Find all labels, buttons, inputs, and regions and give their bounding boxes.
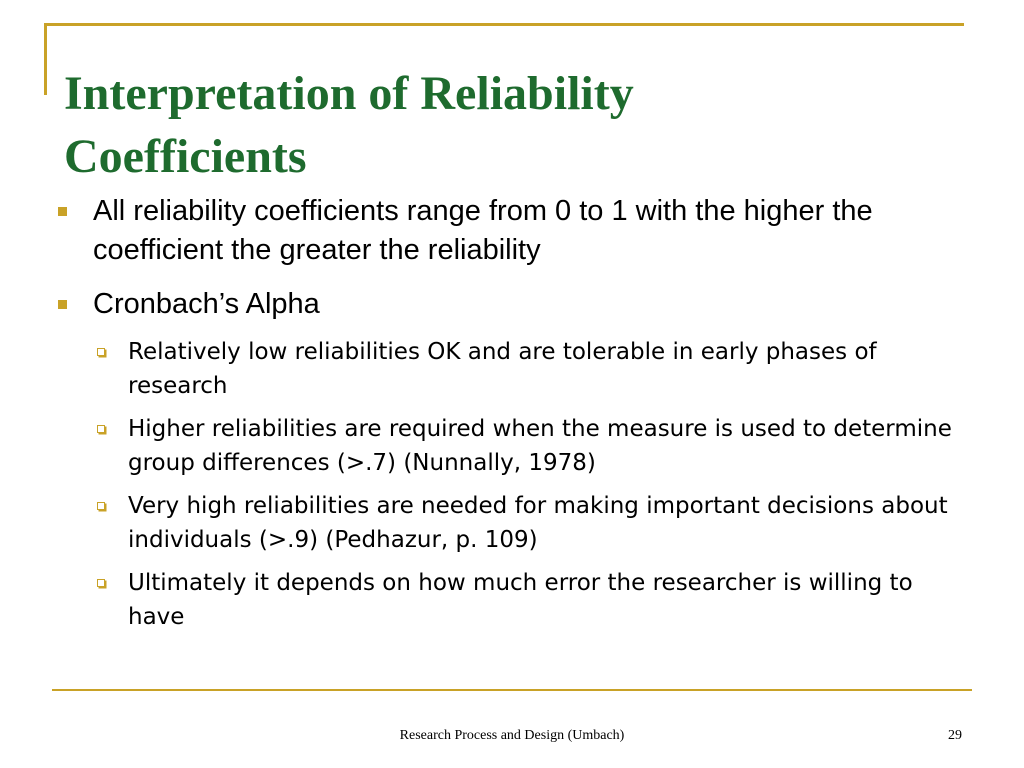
page-number: 29: [948, 728, 962, 743]
hollow-square-bullet-icon: [97, 579, 105, 587]
sub-bullet-text: Ultimately it depends on how much error …: [128, 570, 913, 630]
hollow-square-bullet-icon: [97, 502, 105, 510]
sub-bullet-text: Very high reliabilities are needed for m…: [128, 493, 948, 553]
sub-bullet-text: Higher reliabilities are required when t…: [128, 416, 952, 476]
sub-bullet-item: Higher reliabilities are required when t…: [52, 412, 972, 480]
footer-divider: [52, 689, 972, 691]
bullet-item: All reliability coefficients range from …: [52, 192, 972, 270]
sub-bullet-item: Very high reliabilities are needed for m…: [52, 489, 972, 557]
bullet-text: All reliability coefficients range from …: [93, 195, 873, 266]
sub-bullet-item: Ultimately it depends on how much error …: [52, 566, 972, 634]
slide-title: Interpretation of Reliability Coefficien…: [64, 62, 964, 188]
slide-title-line-1: Interpretation of Reliability: [64, 67, 634, 120]
top-accent-line: [44, 23, 964, 26]
filled-square-bullet-icon: [58, 207, 67, 216]
footer-text: Research Process and Design (Umbach): [399, 728, 625, 743]
sub-bullet-text: Relatively low reliabilities OK and are …: [128, 339, 877, 399]
slide-content: All reliability coefficients range from …: [52, 192, 972, 647]
hollow-square-bullet-icon: [97, 425, 105, 433]
hollow-square-bullet-icon: [97, 348, 105, 356]
left-accent-line: [44, 23, 47, 95]
filled-square-bullet-icon: [58, 300, 67, 309]
bullet-item: Cronbach’s Alpha: [52, 285, 972, 324]
sub-bullet-item: Relatively low reliabilities OK and are …: [52, 335, 972, 403]
slide-title-line-2: Coefficients: [64, 130, 307, 183]
bullet-text: Cronbach’s Alpha: [93, 288, 320, 320]
